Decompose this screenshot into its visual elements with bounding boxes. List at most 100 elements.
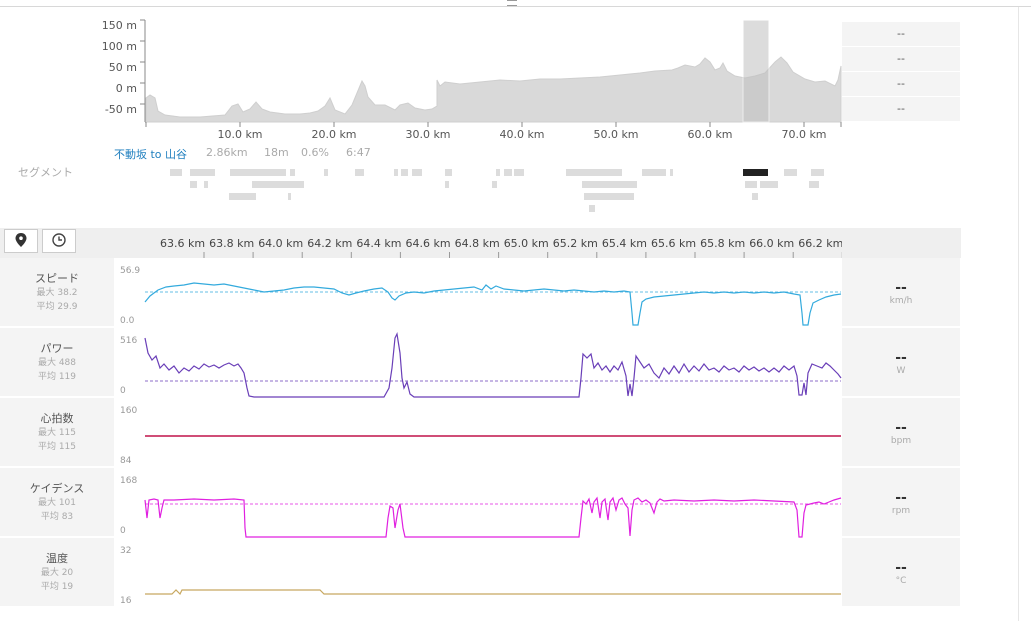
temperature-chart[interactable]: 32 16	[114, 538, 842, 608]
y-max-label: 168	[120, 476, 137, 486]
metric-name: ケイデンス	[29, 482, 85, 495]
chart-toolbar	[0, 228, 961, 258]
segment-bar	[170, 169, 182, 176]
segment-bar	[582, 181, 637, 188]
metric-header-heart-rate: 心拍数 最大 115 平均 115	[0, 398, 114, 466]
segment-bar-selected	[743, 169, 768, 176]
metric-max: 最大 101	[37, 498, 77, 508]
segment-bar	[204, 181, 208, 188]
power-line	[144, 332, 842, 398]
segment-time: 6:47	[346, 146, 371, 159]
cadence-chart[interactable]: 168 0	[114, 468, 842, 538]
metric-current-value: --	[895, 560, 907, 576]
segment-bar	[784, 169, 797, 176]
y-min-label: 0.0	[120, 316, 135, 326]
distance-tick-label: 66.2 km	[798, 237, 842, 250]
distance-tick-label: 65.6 km	[651, 237, 696, 250]
y-min-label: 84	[120, 456, 132, 466]
speed-chart[interactable]: 56.9 0.0	[114, 258, 842, 328]
elevation-stat: --	[842, 97, 960, 122]
metric-header-power: パワー 最大 488 平均 119	[0, 328, 114, 396]
metric-name: スピード	[35, 272, 79, 285]
metric-unit: °C	[895, 576, 907, 586]
metric-unit: W	[896, 366, 906, 376]
distance-tick-label: 66.0 km	[749, 237, 794, 250]
x-tick: 20.0 km	[311, 128, 356, 141]
clock-button[interactable]	[42, 229, 76, 253]
distance-tick-label: 64.8 km	[455, 237, 500, 250]
resize-handle[interactable]	[507, 0, 517, 6]
distance-tick-label: 65.2 km	[553, 237, 598, 250]
segment-bar	[288, 193, 291, 200]
segment-name-link[interactable]: 不動坂 to 山谷	[114, 148, 188, 161]
metric-value-power: -- W	[842, 328, 960, 396]
map-pin-icon	[15, 232, 27, 251]
metric-avg: 平均 83	[40, 512, 74, 522]
segment-bar	[589, 205, 595, 212]
metric-current-value: --	[895, 420, 907, 436]
metric-value-speed: -- km/h	[842, 258, 960, 326]
distance-tick-label: 63.8 km	[209, 237, 254, 250]
segment-bar	[496, 169, 500, 176]
y-tick: 100 m	[102, 40, 137, 53]
y-max-label: 516	[120, 336, 137, 346]
segment-bar	[811, 169, 824, 176]
temperature-line	[145, 589, 841, 596]
segment-bar	[190, 181, 197, 188]
segment-bar	[566, 169, 622, 176]
segment-bar	[190, 169, 215, 176]
segment-distance: 2.86km	[206, 146, 248, 159]
segment-bar	[230, 169, 286, 176]
segment-grade: 0.6%	[301, 146, 329, 159]
metric-avg: 平均 29.9	[36, 302, 78, 312]
distance-tick-label: 64.6 km	[406, 237, 451, 250]
power-chart[interactable]: 516 0	[114, 328, 842, 398]
x-tick: 30.0 km	[405, 128, 450, 141]
metric-current-value: --	[895, 490, 907, 506]
segment-bars[interactable]	[0, 165, 842, 215]
segment-bar	[670, 169, 673, 176]
segment-bar	[445, 181, 449, 188]
metric-max: 最大 488	[37, 358, 77, 368]
metric-name: パワー	[40, 342, 74, 355]
segment-bar	[290, 169, 295, 176]
distance-tick-label: 65.0 km	[504, 237, 549, 250]
metric-avg: 平均 115	[37, 442, 77, 452]
distance-tick-label: 64.4 km	[356, 237, 401, 250]
segment-bar	[584, 193, 634, 200]
metric-value-heart-rate: -- bpm	[842, 398, 960, 466]
x-tick: 50.0 km	[593, 128, 638, 141]
segment-bar	[642, 169, 666, 176]
segment-bar	[809, 181, 819, 188]
metric-avg: 平均 19	[40, 582, 74, 592]
y-tick: -50 m	[105, 103, 137, 116]
y-min-label: 0	[120, 386, 126, 396]
distance-tick-label: 64.2 km	[307, 237, 352, 250]
metric-max: 最大 38.2	[36, 288, 78, 298]
map-pin-button[interactable]	[4, 229, 38, 253]
distance-tick-label: 65.8 km	[700, 237, 745, 250]
distance-tick-label: 63.6 km	[160, 237, 205, 250]
segment-section-label: セグメント	[18, 166, 73, 179]
heart-rate-chart[interactable]: 160 84	[114, 398, 842, 468]
speed-line	[144, 282, 842, 326]
y-tick: 50 m	[109, 61, 137, 74]
metric-current-value: --	[895, 280, 907, 296]
segment-bar	[514, 169, 524, 176]
metric-max: 最大 20	[40, 568, 74, 578]
clock-icon	[52, 232, 66, 251]
segment-bar	[229, 193, 256, 200]
elevation-area	[145, 56, 842, 123]
metric-header-cadence: ケイデンス 最大 101 平均 83	[0, 468, 114, 536]
segment-bar	[492, 181, 497, 188]
elevation-chart[interactable]: 150 m 100 m 50 m 0 m -50 m 10.0 km 20.0 …	[0, 8, 842, 143]
segment-bar	[760, 181, 778, 188]
metric-unit: rpm	[891, 506, 911, 516]
scrollbar-track[interactable]	[1018, 7, 1019, 621]
segment-elevation-gain: 18m	[264, 146, 289, 159]
y-tick: 150 m	[102, 19, 137, 32]
metric-max: 最大 115	[37, 428, 77, 438]
segment-bar	[504, 169, 512, 176]
segment-bar	[401, 169, 408, 176]
y-min-label: 16	[120, 596, 132, 606]
